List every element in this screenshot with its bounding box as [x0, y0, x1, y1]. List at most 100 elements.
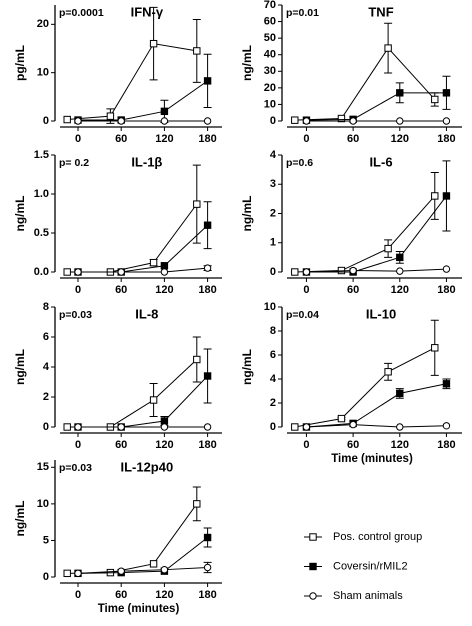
x-tick-label: 180 [437, 284, 455, 296]
y-tick-label: 0 [270, 421, 276, 433]
series-line [78, 375, 208, 428]
annotation: p=0.6 [286, 157, 313, 169]
marker [442, 265, 451, 273]
marker [193, 500, 201, 508]
chart-title: IL-1β [131, 154, 162, 169]
marker [117, 268, 125, 276]
marker [74, 117, 82, 125]
annotation: p= 0.2 [59, 157, 89, 169]
x-tick-label: 60 [115, 284, 127, 296]
annotation: p=0.03 [59, 462, 92, 474]
marker [396, 117, 404, 125]
y-tick-label: 4 [43, 361, 50, 373]
chart-title: IL-10 [366, 306, 396, 321]
legend-marker [309, 592, 317, 600]
marker [160, 565, 169, 574]
y-tick-label: 6 [43, 331, 49, 343]
annotation: p=0.04 [286, 309, 319, 321]
series-line [77, 537, 208, 574]
x-tick-label: 0 [303, 133, 309, 145]
y-tick-label: 6 [270, 349, 276, 361]
marker [160, 117, 169, 125]
series-line [306, 268, 447, 273]
marker [396, 389, 404, 398]
marker [442, 192, 451, 200]
marker [349, 420, 357, 429]
y-axis-label: ng/mL [13, 349, 27, 385]
y-tick-label: 0 [43, 115, 49, 127]
marker [203, 264, 212, 272]
marker [302, 268, 311, 276]
marker [63, 423, 71, 431]
annotation: p=0.03 [59, 309, 92, 321]
marker [291, 268, 299, 276]
y-tick-label: 20 [37, 18, 49, 30]
series-line [78, 267, 208, 273]
y-tick-label: 8 [43, 301, 49, 313]
marker [63, 115, 71, 124]
series-line [306, 424, 447, 428]
y-tick-label: 1.5 [34, 149, 49, 161]
series-line [306, 383, 447, 428]
x-tick-label: 120 [155, 439, 173, 451]
x-tick-label: 180 [437, 439, 455, 451]
series-line [306, 92, 447, 121]
series-line [67, 503, 198, 574]
marker [63, 569, 71, 578]
x-tick-label: 60 [115, 439, 127, 451]
series-line [67, 43, 197, 121]
y-tick-label: 15 [37, 461, 49, 473]
x-tick-label: 120 [391, 133, 409, 145]
y-tick-label: 70 [264, 0, 276, 11]
x-tick-label: 120 [155, 133, 173, 145]
x-tick-label: 0 [303, 439, 309, 451]
x-tick-label: 180 [198, 133, 216, 145]
marker [431, 344, 439, 352]
chart-title: IL-8 [135, 306, 158, 321]
marker [149, 560, 158, 568]
chart-title: TNF [368, 4, 393, 19]
marker [106, 112, 115, 120]
marker [291, 116, 299, 124]
x-tick-label: 180 [198, 284, 216, 296]
marker [193, 47, 201, 55]
y-tick-label: 3 [270, 178, 276, 190]
x-tick-label: 60 [347, 439, 359, 451]
y-axis-label: ng/mL [240, 45, 254, 81]
x-tick-label: 180 [437, 133, 455, 145]
marker [117, 567, 125, 575]
y-tick-label: 2 [43, 391, 49, 403]
marker [203, 423, 212, 431]
y-tick-label: 60 [264, 15, 276, 27]
legend-label: Coversin/rMIL2 [333, 560, 408, 572]
y-tick-label: 0 [43, 571, 49, 583]
marker [160, 268, 169, 276]
annotation: p=0.01 [286, 7, 319, 19]
x-tick-label: 120 [155, 589, 173, 601]
legend-marker [309, 533, 317, 541]
marker [203, 372, 212, 380]
marker [349, 266, 357, 275]
marker [396, 89, 404, 97]
series-line [306, 195, 447, 273]
marker [396, 267, 404, 275]
marker [384, 44, 392, 52]
x-tick-label: 60 [115, 589, 127, 601]
marker [442, 422, 451, 430]
marker [302, 423, 311, 431]
marker [149, 39, 158, 48]
x-tick-label: 60 [115, 133, 127, 145]
marker [117, 423, 125, 431]
y-axis-label: ng/mL [13, 196, 27, 232]
marker [349, 117, 357, 125]
marker [396, 423, 404, 431]
marker [117, 117, 125, 125]
marker [384, 244, 392, 253]
marker [63, 268, 71, 276]
chart-title: IL-12p40 [120, 459, 173, 474]
marker [302, 117, 311, 125]
marker [203, 563, 212, 572]
series-line [294, 347, 436, 428]
series-line [78, 80, 208, 121]
